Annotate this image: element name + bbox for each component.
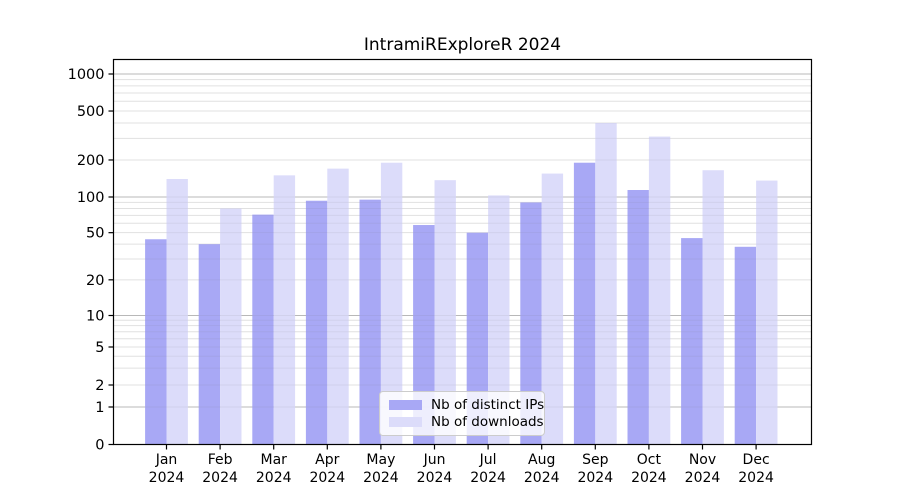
bar-downloads: [273, 175, 296, 445]
bar-downloads: [220, 208, 242, 445]
bar-downloads: [648, 136, 671, 445]
bar-distinct-ips: [734, 246, 757, 445]
bar-distinct-ips: [359, 199, 381, 445]
y-tick-label: 50: [86, 226, 104, 242]
y-tick-label: 200: [77, 153, 105, 169]
y-tick-label: 2: [95, 378, 104, 394]
bar-downloads: [434, 180, 456, 445]
y-tick-label: 1: [95, 400, 104, 416]
bar-downloads: [595, 122, 617, 445]
bar-downloads: [756, 180, 778, 445]
chart-title: IntramiRExploreR 2024: [363, 35, 562, 55]
x-tick-label: Jun 2024: [417, 452, 453, 486]
legend-item-downloads: Nb of downloads: [389, 414, 544, 430]
x-tick-label: May 2024: [363, 452, 399, 486]
y-tick-label: 100: [77, 190, 105, 206]
bar-distinct-ips: [145, 239, 167, 445]
bar-distinct-ips: [198, 244, 221, 445]
bar-downloads: [541, 173, 564, 445]
legend-item-distinct-ips: Nb of distinct IPs: [389, 397, 544, 413]
legend-swatch-downloads: [389, 417, 422, 428]
bar-distinct-ips: [520, 202, 542, 445]
bar-downloads: [166, 179, 188, 445]
x-tick-label: Apr 2024: [309, 452, 345, 486]
bar-distinct-ips: [413, 225, 435, 445]
legend-label-downloads: Nb of downloads: [431, 414, 544, 431]
x-tick-label: Mar 2024: [256, 452, 292, 486]
legend: Nb of distinct IPs Nb of downloads: [379, 391, 545, 436]
bar-downloads: [702, 170, 724, 445]
bar-distinct-ips: [252, 214, 274, 445]
bar-downloads: [488, 195, 510, 445]
x-tick-label: Feb 2024: [202, 452, 238, 486]
bar-distinct-ips: [573, 162, 596, 445]
y-tick-label: 10: [86, 309, 104, 325]
y-tick-label: 20: [86, 273, 104, 289]
y-tick-label: 500: [77, 104, 105, 120]
bar-distinct-ips: [681, 238, 703, 445]
legend-swatch-distinct-ips: [389, 399, 422, 410]
x-tick-label: Nov 2024: [685, 452, 721, 486]
axis-spine: [112, 58, 813, 446]
y-tick-label: 5: [95, 340, 104, 356]
x-tick-label: Aug 2024: [524, 452, 560, 486]
x-tick-label: Jan 2024: [149, 452, 185, 486]
bar-distinct-ips: [627, 190, 649, 445]
bar-downloads: [380, 162, 403, 445]
x-tick-label: Dec 2024: [738, 452, 774, 486]
bar-distinct-ips: [305, 200, 328, 445]
x-tick-label: Jul 2024: [470, 452, 506, 486]
x-tick-label: Sep 2024: [577, 452, 613, 486]
y-tick-label: 1000: [68, 67, 105, 83]
y-tick-label: 0: [95, 438, 104, 454]
x-tick-label: Oct 2024: [631, 452, 667, 486]
bar-downloads: [327, 168, 349, 445]
legend-label-distinct-ips: Nb of distinct IPs: [431, 396, 545, 413]
